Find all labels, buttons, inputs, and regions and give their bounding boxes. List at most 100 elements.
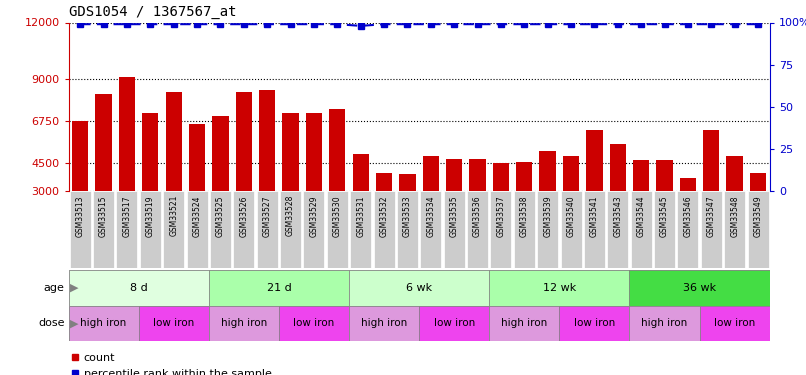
Text: high iron: high iron	[361, 318, 407, 328]
Bar	[189, 124, 206, 191]
Text: GSM33545: GSM33545	[660, 195, 669, 237]
FancyBboxPatch shape	[69, 306, 139, 341]
Text: GSM33541: GSM33541	[590, 195, 599, 237]
Text: GDS1054 / 1367567_at: GDS1054 / 1367567_at	[69, 5, 236, 19]
FancyBboxPatch shape	[280, 191, 301, 268]
Text: GSM33549: GSM33549	[754, 195, 762, 237]
Text: GSM33532: GSM33532	[380, 195, 388, 237]
Text: GSM33513: GSM33513	[76, 195, 85, 237]
Bar	[703, 130, 720, 191]
FancyBboxPatch shape	[677, 191, 699, 268]
FancyBboxPatch shape	[373, 191, 395, 268]
Bar	[422, 156, 439, 191]
FancyBboxPatch shape	[163, 191, 185, 268]
FancyBboxPatch shape	[537, 191, 559, 268]
Text: GSM33546: GSM33546	[683, 195, 692, 237]
Text: high iron: high iron	[642, 318, 688, 328]
Bar	[282, 112, 299, 191]
FancyBboxPatch shape	[139, 191, 161, 268]
Text: GSM33540: GSM33540	[567, 195, 575, 237]
FancyBboxPatch shape	[397, 191, 418, 268]
Bar	[165, 92, 182, 191]
FancyBboxPatch shape	[560, 191, 582, 268]
Bar	[750, 172, 767, 191]
FancyBboxPatch shape	[279, 306, 349, 341]
FancyBboxPatch shape	[349, 306, 419, 341]
Bar	[726, 156, 743, 191]
FancyBboxPatch shape	[654, 191, 675, 268]
Bar	[609, 144, 626, 191]
FancyBboxPatch shape	[303, 191, 325, 268]
Bar	[212, 116, 229, 191]
Text: GSM33519: GSM33519	[146, 195, 155, 237]
Text: 8 d: 8 d	[130, 283, 147, 293]
Text: GSM33535: GSM33535	[450, 195, 459, 237]
Text: GSM33515: GSM33515	[99, 195, 108, 237]
FancyBboxPatch shape	[93, 191, 114, 268]
Text: ▶: ▶	[70, 318, 79, 328]
Bar	[679, 178, 696, 191]
Bar	[446, 159, 463, 191]
FancyBboxPatch shape	[69, 191, 91, 268]
FancyBboxPatch shape	[489, 270, 629, 306]
FancyBboxPatch shape	[350, 191, 372, 268]
FancyBboxPatch shape	[139, 306, 209, 341]
Bar	[118, 77, 135, 191]
Text: 21 d: 21 d	[267, 283, 291, 293]
FancyBboxPatch shape	[209, 306, 279, 341]
Text: low iron: low iron	[293, 318, 334, 328]
FancyBboxPatch shape	[420, 191, 442, 268]
FancyBboxPatch shape	[349, 270, 489, 306]
Text: GSM33536: GSM33536	[473, 195, 482, 237]
Bar	[516, 162, 533, 191]
Text: dose: dose	[38, 318, 64, 328]
FancyBboxPatch shape	[490, 191, 512, 268]
Bar	[352, 154, 369, 191]
Text: GSM33517: GSM33517	[123, 195, 131, 237]
Text: GSM33526: GSM33526	[239, 195, 248, 237]
FancyBboxPatch shape	[700, 306, 770, 341]
Bar	[539, 151, 556, 191]
FancyBboxPatch shape	[559, 306, 629, 341]
FancyBboxPatch shape	[467, 191, 488, 268]
FancyBboxPatch shape	[209, 270, 349, 306]
FancyBboxPatch shape	[233, 191, 255, 268]
Text: 12 wk: 12 wk	[542, 283, 576, 293]
FancyBboxPatch shape	[724, 191, 746, 268]
FancyBboxPatch shape	[489, 306, 559, 341]
Text: high iron: high iron	[501, 318, 547, 328]
Text: GSM33544: GSM33544	[637, 195, 646, 237]
FancyBboxPatch shape	[584, 191, 605, 268]
Text: 36 wk: 36 wk	[683, 283, 717, 293]
Bar	[399, 174, 416, 191]
Text: GSM33525: GSM33525	[216, 195, 225, 237]
Bar	[95, 94, 112, 191]
Bar	[329, 109, 346, 191]
Text: ▶: ▶	[70, 283, 79, 293]
FancyBboxPatch shape	[116, 191, 138, 268]
Text: low iron: low iron	[153, 318, 194, 328]
Text: GSM33543: GSM33543	[613, 195, 622, 237]
Text: high iron: high iron	[221, 318, 267, 328]
Legend: count, percentile rank within the sample: count, percentile rank within the sample	[66, 349, 276, 375]
FancyBboxPatch shape	[629, 306, 700, 341]
FancyBboxPatch shape	[69, 270, 209, 306]
Bar	[235, 92, 252, 191]
FancyBboxPatch shape	[443, 191, 465, 268]
Bar	[376, 172, 393, 191]
Text: GSM33537: GSM33537	[496, 195, 505, 237]
Bar	[492, 163, 509, 191]
Text: GSM33531: GSM33531	[356, 195, 365, 237]
Text: low iron: low iron	[574, 318, 615, 328]
Text: high iron: high iron	[81, 318, 127, 328]
FancyBboxPatch shape	[629, 270, 770, 306]
Text: GSM33527: GSM33527	[263, 195, 272, 237]
Text: GSM33528: GSM33528	[286, 195, 295, 237]
Text: GSM33548: GSM33548	[730, 195, 739, 237]
FancyBboxPatch shape	[700, 191, 722, 268]
Text: GSM33539: GSM33539	[543, 195, 552, 237]
Text: GSM33530: GSM33530	[333, 195, 342, 237]
Text: GSM33547: GSM33547	[707, 195, 716, 237]
Bar	[656, 160, 673, 191]
Bar	[259, 90, 276, 191]
